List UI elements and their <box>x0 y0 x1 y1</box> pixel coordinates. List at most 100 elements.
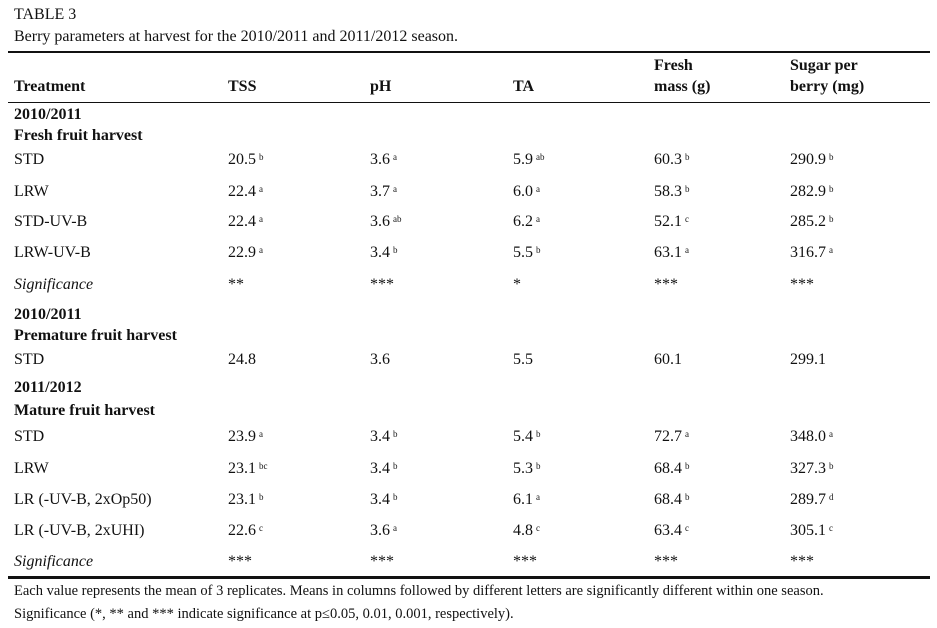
row-label: LRW <box>14 181 49 203</box>
table-row: STD 23.9 a 3.4 b 5.4 b 72.7 a 348.0 a <box>0 426 937 448</box>
section-label: Premature fruit harvest <box>14 327 177 344</box>
cell-value: 327.3 <box>790 460 826 477</box>
cell-value: 316.7 <box>790 244 826 261</box>
cell-value: 72.7 <box>654 428 682 445</box>
cell-value: 289.7 <box>790 491 826 508</box>
table-cell: 3.6 <box>370 349 390 371</box>
significance-letter: a <box>259 429 263 439</box>
table-cell: *** <box>654 274 678 296</box>
row-label: LRW <box>14 458 49 480</box>
significance-letter: d <box>829 492 834 502</box>
significance-letter: ab <box>393 214 402 224</box>
table-cell: 290.9 b <box>790 149 834 171</box>
table-cell: 58.3 b <box>654 181 690 203</box>
table-cell: 299.1 <box>790 349 826 371</box>
cell-value: 20.5 <box>228 151 256 168</box>
table-cell: 23.1 bc <box>228 458 268 480</box>
cell-value: 3.4 <box>370 244 390 261</box>
significance-letter: b <box>393 245 398 255</box>
header-ph: pH <box>370 78 392 95</box>
footnote-2: Significance (*, ** and *** indicate sig… <box>14 606 514 622</box>
cell-value: 5.5 <box>513 244 533 261</box>
header-fresh-line2: mass (g) <box>654 78 711 95</box>
significance-letter: b <box>393 492 398 502</box>
significance-letter: b <box>259 492 264 502</box>
significance-letter: b <box>685 461 690 471</box>
significance-letter: a <box>259 214 263 224</box>
cell-value: 3.6 <box>370 213 390 230</box>
significance-letter: c <box>685 523 689 533</box>
significance-letter: b <box>829 184 834 194</box>
significance-letter: a <box>393 184 397 194</box>
table-label: TABLE 3 <box>14 6 77 23</box>
significance-letter: b <box>536 245 541 255</box>
row-label: LR (-UV-B, 2xUHI) <box>14 520 145 542</box>
table-cell: 3.4 b <box>370 489 398 511</box>
cell-value: 22.9 <box>228 244 256 261</box>
table-cell: 68.4 b <box>654 489 690 511</box>
cell-value: *** <box>513 553 537 570</box>
table-cell: 3.6 ab <box>370 211 402 233</box>
section-label: Mature fruit harvest <box>14 402 155 419</box>
cell-value: 52.1 <box>654 213 682 230</box>
section-heading: Fresh fruit harvest <box>0 125 937 147</box>
significance-letter: b <box>393 461 398 471</box>
significance-letter: b <box>259 152 264 162</box>
table-cell: * <box>513 274 521 296</box>
table-cell: *** <box>790 274 814 296</box>
significance-letter: c <box>685 214 689 224</box>
significance-letter: a <box>829 245 833 255</box>
section-label: 2010/2011 <box>14 106 82 123</box>
significance-letter: b <box>829 214 834 224</box>
cell-value: 4.8 <box>513 522 533 539</box>
significance-row: Significance *** *** *** *** *** <box>0 551 937 573</box>
cell-value: 3.6 <box>370 151 390 168</box>
significance-letter: a <box>685 245 689 255</box>
table-cell: 6.1 a <box>513 489 540 511</box>
cell-value: 3.6 <box>370 522 390 539</box>
table-cell: 23.1 b <box>228 489 264 511</box>
table-cell: 24.8 <box>228 349 256 371</box>
cell-value: *** <box>654 553 678 570</box>
significance-letter: a <box>259 245 263 255</box>
cell-value: 5.4 <box>513 428 533 445</box>
table-cell: 5.3 b <box>513 458 541 480</box>
cell-value: 299.1 <box>790 351 826 368</box>
cell-value: 5.3 <box>513 460 533 477</box>
cell-value: 23.1 <box>228 491 256 508</box>
significance-letter: c <box>536 523 540 533</box>
header-rule <box>8 102 930 103</box>
cell-value: 6.2 <box>513 213 533 230</box>
header-ta: TA <box>513 78 535 95</box>
header-sugar-line2: berry (mg) <box>790 78 865 95</box>
table-cell: ** <box>228 274 244 296</box>
significance-letter: bc <box>259 461 268 471</box>
row-label: STD <box>14 349 44 371</box>
significance-letter: a <box>685 429 689 439</box>
header-treatment: Treatment <box>14 78 86 95</box>
table-cell: 348.0 a <box>790 426 833 448</box>
significance-row: Significance ** *** * *** *** <box>0 274 937 296</box>
cell-value: LR (-UV-B, 2xOp50) <box>14 491 152 508</box>
cell-value: 290.9 <box>790 151 826 168</box>
cell-value: *** <box>790 553 814 570</box>
cell-value: LR (-UV-B, 2xUHI) <box>14 522 145 539</box>
section-heading: 2011/2012 <box>0 377 937 399</box>
table-cell: *** <box>790 551 814 573</box>
header-sugar-per-berry: Sugar per berry (mg) <box>790 55 864 97</box>
cell-value: Significance <box>14 276 94 293</box>
significance-letter: b <box>536 461 541 471</box>
section-heading: Mature fruit harvest <box>0 400 937 422</box>
row-label: Significance <box>14 551 93 573</box>
cell-value: 68.4 <box>654 460 682 477</box>
table-cell: 63.4 c <box>654 520 689 542</box>
significance-letter: b <box>685 492 690 502</box>
cell-value: 60.3 <box>654 151 682 168</box>
table-cell: 22.4 a <box>228 181 263 203</box>
cell-value: 6.0 <box>513 183 533 200</box>
table-cell: 3.6 a <box>370 149 397 171</box>
table-cell: 22.6 c <box>228 520 263 542</box>
cell-value: 68.4 <box>654 491 682 508</box>
table-row: STD 20.5 b 3.6 a 5.9 ab 60.3 b 290.9 b <box>0 149 937 171</box>
cell-value: STD <box>14 428 45 445</box>
